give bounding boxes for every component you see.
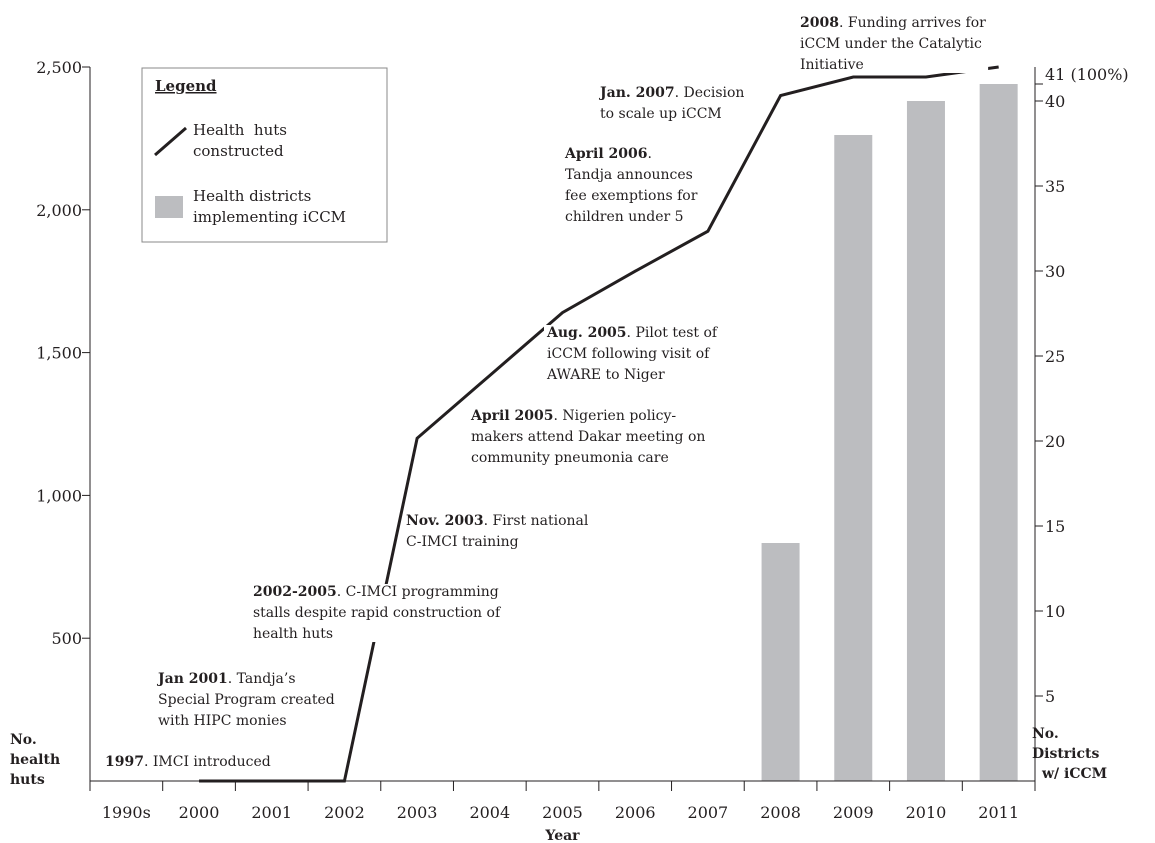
y2-axis-title: w/ iCCM: [1041, 766, 1107, 782]
annotation-background: [103, 754, 273, 770]
annotation-head: Aug. 2005: [546, 325, 627, 341]
annotation-line: children under 5: [565, 209, 684, 225]
x-tick-label: 2005: [542, 803, 583, 822]
y2-tick-label: 15: [1045, 517, 1065, 536]
y2-tick-label: 35: [1045, 177, 1065, 196]
x-tick-label: 2008: [760, 803, 801, 822]
annotation-line: stalls despite rapid construction of: [253, 605, 502, 621]
annotation-line: community pneumonia care: [471, 450, 669, 466]
x-tick-label: 2007: [688, 803, 729, 822]
annotation: Jan. 2007. Decision to scale up iCCM: [598, 85, 744, 122]
annotation: 2002-2005. C-IMCI programming stalls desp…: [253, 584, 502, 642]
bar: [834, 135, 873, 781]
x-tick-label: 2000: [179, 803, 220, 822]
annotation-line: iCCM under the Catalytic: [800, 36, 982, 52]
annotation-head: 1997: [105, 754, 144, 770]
annotation-line: . C-IMCI programming: [337, 584, 499, 600]
annotation-head: April 2006: [564, 146, 648, 162]
y2-tick-label: 30: [1045, 262, 1065, 281]
bar: [906, 101, 945, 781]
x-tick-label: 2006: [615, 803, 656, 822]
annotation-line: Initiative: [800, 57, 864, 73]
annotation-background: [596, 85, 747, 122]
annotation-line: iCCM following visit of: [547, 346, 711, 362]
x-tick-label: 2011: [978, 803, 1019, 822]
annotation-line: to scale up iCCM: [600, 106, 722, 122]
annotation-line: . IMCI introduced: [144, 754, 271, 770]
annotation-head: Jan 2001: [156, 671, 228, 687]
x-tick-label: 1990s: [102, 803, 151, 822]
x-tick-label: 2002: [324, 803, 365, 822]
y-axis-title: health: [10, 752, 60, 768]
y-tick-label: 1,500: [36, 344, 82, 363]
annotation: April 2005. Nigerien policy-makers atten…: [470, 408, 705, 466]
annotation-line: AWARE to Niger: [546, 367, 665, 383]
annotation-line: Special Program created: [158, 692, 335, 708]
x-axis-title: Year: [544, 828, 580, 843]
annotation-line: fee exemptions for: [565, 188, 698, 204]
annotation-line: C-IMCI training: [406, 534, 519, 550]
annotation-background: [404, 513, 591, 550]
annotation-background: [544, 325, 721, 383]
legend-title: Legend: [155, 77, 217, 95]
y-axis-title: No.: [10, 732, 37, 748]
y-axis-title: huts: [10, 772, 45, 788]
annotation: 1997. IMCI introduced: [105, 754, 271, 770]
annotation-line: with HIPC monies: [158, 713, 287, 729]
annotation-line: . First national: [484, 513, 589, 529]
annotation-background: [251, 584, 504, 642]
annotation-background: [154, 671, 337, 729]
y2-tick-label: 5: [1045, 687, 1055, 706]
y2-tick-label: 20: [1045, 432, 1065, 451]
annotation-line: Tandja announces: [565, 167, 693, 183]
y-tick-label: 500: [51, 629, 82, 648]
x-tick-label: 2001: [251, 803, 292, 822]
annotation: Jan 2001. Tandja’s Special Program create…: [156, 671, 335, 729]
annotation-head: Jan. 2007: [598, 85, 675, 101]
y2-axis-title: No.: [1032, 726, 1059, 742]
annotation-head: April 2005: [470, 408, 554, 424]
x-tick-label: 2009: [833, 803, 874, 822]
x-tick-label: 2004: [469, 803, 510, 822]
annotation-head: 2002-2005: [253, 584, 337, 600]
annotation-line: health huts: [253, 626, 333, 642]
annotation-head: Nov. 2003: [406, 513, 484, 529]
legend-swatch: [155, 196, 183, 218]
y2-axis-title: Districts: [1032, 746, 1099, 762]
legend-label: Health districts implementing iCCM: [193, 187, 347, 226]
legend-label: Health huts constructed: [193, 121, 292, 160]
annotation-line: . Funding arrives for: [839, 15, 986, 31]
annotation: Nov. 2003. First national C-IMCI training: [406, 513, 589, 550]
annotation-line: . Nigerien policy-: [554, 408, 677, 424]
annotation-line: . Pilot test of: [627, 325, 719, 341]
x-tick-label: 2003: [397, 803, 438, 822]
annotation-background: [468, 408, 708, 466]
annotation-line: . Decision: [675, 85, 745, 101]
y2-tick-label: 25: [1045, 347, 1065, 366]
y2-tick-label: 10: [1045, 602, 1065, 621]
bar: [761, 543, 800, 781]
y-tick-label: 2,500: [36, 58, 82, 77]
annotation-background: [562, 146, 700, 225]
y2-tick-label: 41 (100%): [1045, 65, 1129, 84]
annotation-line: . Tandja’s: [228, 671, 296, 687]
annotation-line: .: [648, 146, 652, 162]
annotation-line: makers attend Dakar meeting on: [471, 429, 705, 445]
annotation: Aug. 2005. Pilot test of iCCM following v…: [546, 325, 719, 383]
annotation: April 2006. Tandja announces fee exemption…: [564, 146, 698, 225]
annotation-background: [798, 15, 989, 73]
y2-tick-label: 40: [1045, 92, 1065, 111]
line: [199, 65, 999, 783]
legend-swatch: [154, 126, 187, 157]
x-tick-label: 2010: [906, 803, 947, 822]
bar: [979, 84, 1018, 781]
annotation: 2008. Funding arrives for iCCM under the …: [800, 15, 986, 73]
y-tick-label: 2,000: [36, 201, 82, 220]
annotation-head: 2008: [800, 15, 839, 31]
y-tick-label: 1,000: [36, 486, 82, 505]
